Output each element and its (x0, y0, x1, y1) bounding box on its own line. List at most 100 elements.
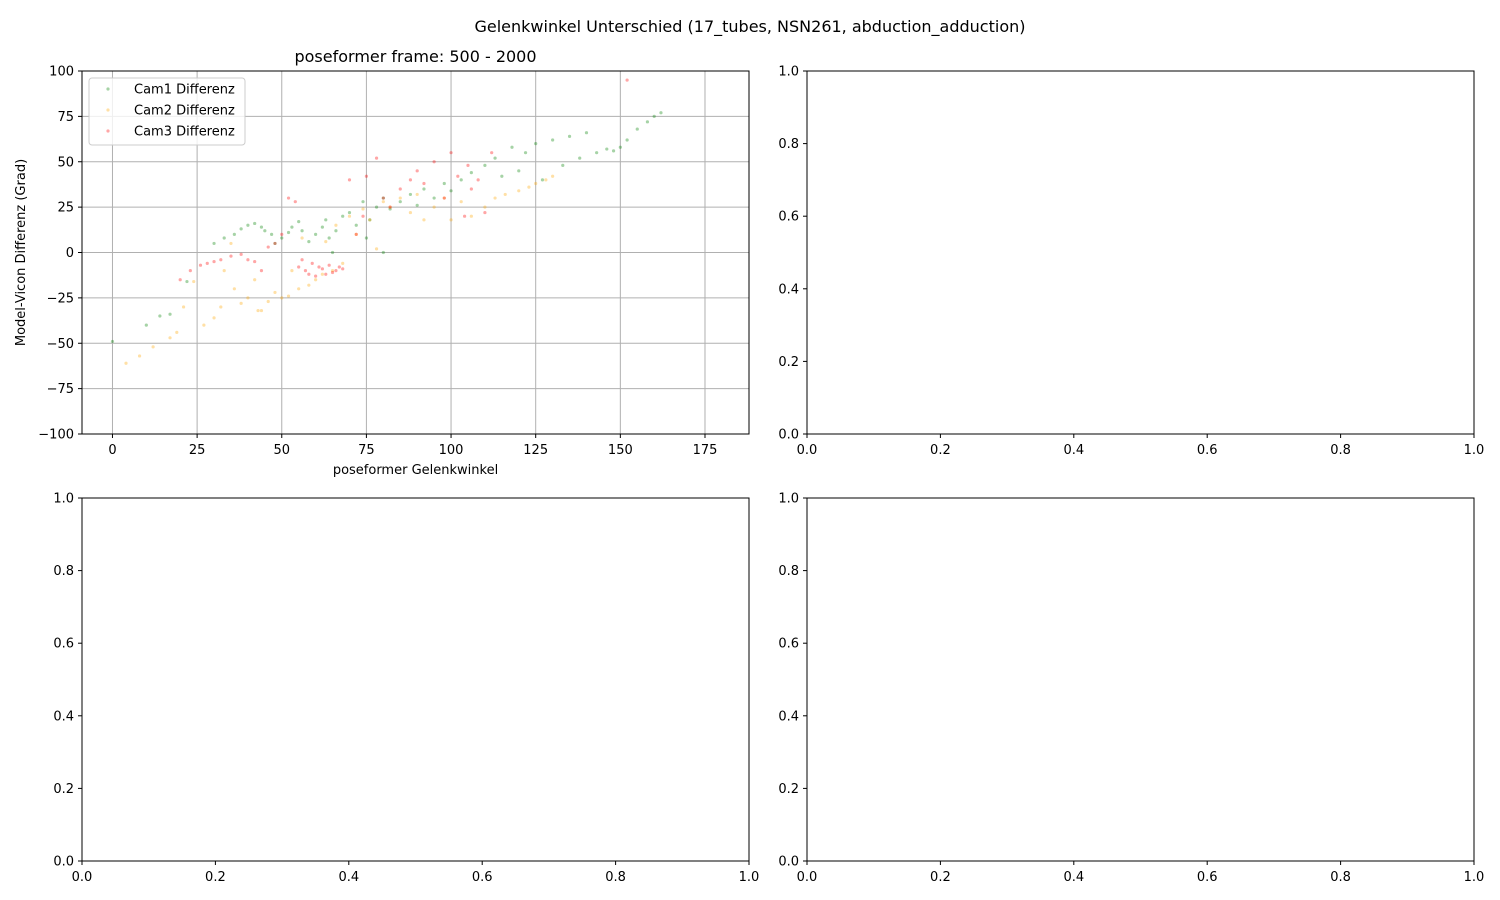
data-point (314, 278, 318, 282)
data-point (422, 218, 426, 222)
data-point (253, 278, 257, 282)
data-point (503, 192, 507, 197)
data-point (300, 236, 304, 240)
x-tick-label: 0 (108, 443, 116, 458)
data-point (517, 169, 521, 173)
x-tick-label: 50 (273, 443, 290, 458)
series-1 (110, 111, 663, 344)
data-point (286, 294, 291, 298)
data-point (422, 187, 426, 191)
y-tick-label: 0.8 (778, 564, 799, 579)
data-point (534, 181, 538, 186)
x-tick-label: 1.0 (739, 870, 760, 885)
data-point (222, 236, 226, 240)
data-point (364, 236, 369, 240)
data-point (493, 196, 497, 200)
data-point (320, 272, 324, 276)
x-tick-label: 0.4 (1063, 443, 1084, 458)
legend: Cam1 Differenz Cam2 Differenz Cam3 Differe… (88, 77, 246, 146)
data-point (341, 214, 345, 218)
data-point (300, 258, 304, 262)
data-point (374, 247, 379, 251)
data-point (188, 269, 192, 273)
x-tick-label: 150 (608, 443, 633, 458)
axes-4: 0.0 0.2 0.4 0.6 0.8 1.0 0.0 0.2 0.4 0.6 0.8 1.0 (778, 492, 1484, 886)
data-point (259, 225, 264, 229)
data-point (314, 232, 318, 236)
series-2 (124, 174, 555, 365)
data-point (449, 218, 453, 222)
data-point (398, 196, 402, 200)
y-tick-label: 0.8 (53, 564, 74, 579)
data-point (398, 200, 402, 204)
x-tick-label: 0.0 (797, 443, 818, 458)
data-point (361, 207, 365, 211)
data-point (341, 261, 345, 265)
data-point (347, 178, 352, 182)
data-point (263, 229, 267, 233)
x-tick-label: 0.6 (472, 870, 493, 885)
y-tick-label: 0.8 (778, 137, 799, 152)
y-tick-label: 0.2 (778, 782, 799, 797)
axes-2: 0.0 0.2 0.4 0.6 0.8 1.0 0.0 0.2 0.4 0.6 0.8 1.0 (778, 65, 1484, 459)
data-point (456, 174, 460, 178)
y-tick-label: 1.0 (778, 65, 799, 80)
data-point (330, 269, 335, 273)
x-tick-label: 0.4 (338, 870, 359, 885)
x-tick-label: 175 (693, 443, 718, 458)
data-point (483, 163, 487, 167)
data-point (578, 156, 582, 160)
legend-marker (106, 108, 110, 112)
data-point (659, 111, 663, 115)
data-point (354, 232, 358, 236)
data-point (297, 265, 301, 269)
axes-frame (81, 497, 750, 862)
y-tick-label: 0.6 (53, 637, 74, 652)
data-point (324, 240, 328, 244)
legend-frame (88, 77, 246, 146)
data-point (270, 232, 274, 236)
x-tick-label: 0.0 (797, 870, 818, 885)
data-point (551, 138, 555, 142)
x-tick-label: 0.8 (1330, 443, 1351, 458)
data-point (239, 301, 243, 305)
y-tick-label: 1.0 (778, 492, 799, 507)
data-point (534, 142, 538, 146)
data-point (212, 241, 216, 246)
y-tick-label: −100 (38, 428, 74, 443)
data-point (181, 305, 186, 309)
data-point (381, 196, 385, 200)
data-point (652, 114, 656, 118)
y-tick-label: 0.2 (53, 782, 74, 797)
data-point (523, 151, 528, 155)
x-axis-label: poseformer Gelenkwinkel (333, 463, 498, 478)
x-tick-label: 1.0 (1464, 870, 1485, 885)
data-point (266, 245, 270, 249)
data-point (561, 163, 565, 167)
data-point (317, 265, 321, 269)
data-point (307, 240, 311, 244)
data-point (151, 345, 155, 349)
data-point (320, 267, 324, 271)
y-tick-label: 25 (57, 201, 74, 216)
data-point (178, 278, 182, 282)
data-point (618, 145, 622, 149)
data-point (110, 339, 115, 344)
data-point (273, 290, 277, 295)
data-point (408, 178, 413, 182)
data-point (361, 200, 365, 204)
data-point (324, 272, 328, 276)
x-tick-label: 0.2 (930, 870, 951, 885)
data-point (192, 279, 196, 284)
legend-label: Cam2 Differenz (134, 104, 235, 119)
data-point (330, 250, 335, 255)
data-point (259, 308, 264, 313)
data-point (253, 259, 257, 264)
x-tick-label: 0.8 (605, 870, 626, 885)
data-point (625, 78, 629, 82)
data-point (361, 214, 365, 218)
data-point (476, 178, 480, 182)
y-tick-label: −75 (47, 382, 74, 397)
data-point (212, 259, 216, 264)
axes-3: 0.0 0.2 0.4 0.6 0.8 1.0 0.0 0.2 0.4 0.6 0.8 1.0 (53, 492, 759, 886)
